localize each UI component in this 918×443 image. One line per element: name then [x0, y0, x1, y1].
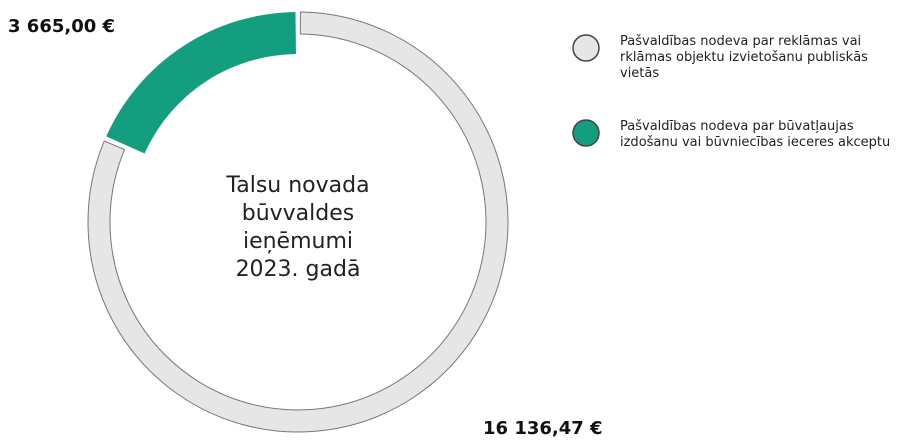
legend-swatch — [572, 34, 600, 62]
chart-title: Talsu novada būvvaldes ieņēmumi 2023. ga… — [226, 173, 370, 282]
value-label: 3 665,00 € — [8, 16, 116, 37]
legend-swatch — [572, 119, 600, 147]
donut-segment — [106, 12, 296, 154]
value-label: 16 136,47 € — [483, 418, 603, 439]
legend-label: Pašvaldības nodeva par būvatļaujas izdoš… — [620, 119, 891, 150]
legend-label: Pašvaldības nodeva par reklāmas vai rklā… — [620, 34, 868, 81]
donut-segment — [87, 11, 509, 433]
